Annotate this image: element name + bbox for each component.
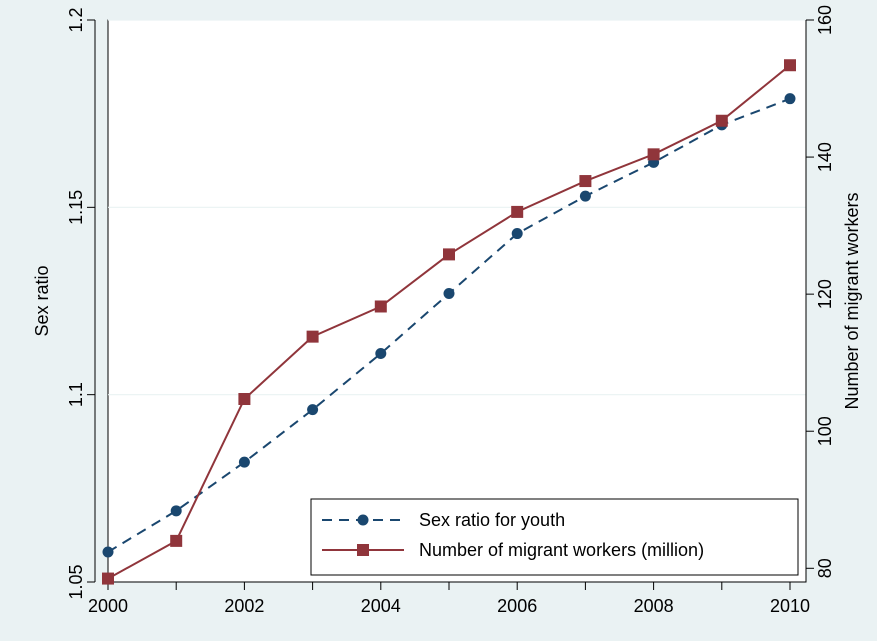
x-tick-label: 2006 bbox=[497, 596, 537, 616]
legend-label-sex-ratio: Sex ratio for youth bbox=[419, 510, 565, 530]
legend-box bbox=[310, 498, 799, 576]
left-y-axis-label: Sex ratio bbox=[32, 265, 52, 336]
x-tick-label: 2002 bbox=[224, 596, 264, 616]
x-tick-label: 2000 bbox=[88, 596, 128, 616]
data-point-sex-ratio bbox=[102, 546, 114, 558]
right-y-tick-label: 120 bbox=[815, 279, 835, 309]
data-point-sex-ratio bbox=[784, 93, 796, 105]
data-point-migrant-workers bbox=[238, 393, 251, 406]
legend-swatch-sex-ratio-marker bbox=[357, 514, 369, 526]
data-point-sex-ratio bbox=[375, 347, 387, 359]
data-point-migrant-workers bbox=[170, 534, 183, 547]
legend-item-migrant-workers: Number of migrant workers (million) bbox=[322, 540, 704, 560]
data-point-migrant-workers bbox=[511, 205, 524, 218]
data-point-sex-ratio bbox=[443, 288, 455, 300]
left-y-tick-label: 1.1 bbox=[66, 382, 86, 407]
data-point-migrant-workers bbox=[443, 248, 455, 261]
data-point-migrant-workers bbox=[715, 114, 728, 127]
legend-swatch-migrant-marker bbox=[357, 544, 369, 556]
plot-area bbox=[107, 19, 807, 583]
left-y-tick-label: 1.05 bbox=[66, 564, 86, 599]
data-point-sex-ratio bbox=[579, 190, 591, 202]
data-point-sex-ratio bbox=[170, 505, 182, 517]
right-y-axis-label: Number of migrant workers bbox=[842, 192, 862, 409]
axes bbox=[94, 20, 807, 583]
right-y-tick-group: 80 100 120 140 160 bbox=[806, 5, 835, 578]
right-y-tick-label: 140 bbox=[815, 142, 835, 172]
data-point-sex-ratio bbox=[307, 404, 319, 416]
left-y-tick-group: 1.05 1.1 1.15 1.2 bbox=[66, 7, 95, 600]
data-point-migrant-workers bbox=[374, 300, 387, 313]
data-point-migrant-workers bbox=[306, 330, 319, 343]
data-point-sex-ratio bbox=[238, 456, 250, 468]
x-tick-label: 2010 bbox=[770, 596, 810, 616]
x-tick-group: 2000 2002 2004 2006 2008 2010 bbox=[88, 582, 810, 616]
legend: Sex ratio for youth Number of migrant wo… bbox=[310, 498, 799, 576]
legend-label-migrant-workers: Number of migrant workers (million) bbox=[419, 540, 704, 560]
left-y-tick-label: 1.2 bbox=[66, 7, 86, 32]
right-y-tick-label: 160 bbox=[815, 5, 835, 35]
data-point-migrant-workers bbox=[647, 148, 660, 161]
series-group bbox=[102, 59, 796, 585]
data-point-migrant-workers bbox=[102, 572, 114, 585]
right-y-tick-label: 100 bbox=[815, 416, 835, 446]
data-point-migrant-workers bbox=[784, 59, 796, 72]
left-y-tick-label: 1.15 bbox=[66, 190, 86, 225]
x-tick-label: 2008 bbox=[634, 596, 674, 616]
x-tick-label: 2004 bbox=[361, 596, 401, 616]
data-point-migrant-workers bbox=[579, 175, 592, 188]
legend-item-sex-ratio: Sex ratio for youth bbox=[322, 510, 565, 530]
right-y-tick-label: 80 bbox=[815, 558, 835, 578]
data-point-sex-ratio bbox=[511, 228, 523, 240]
